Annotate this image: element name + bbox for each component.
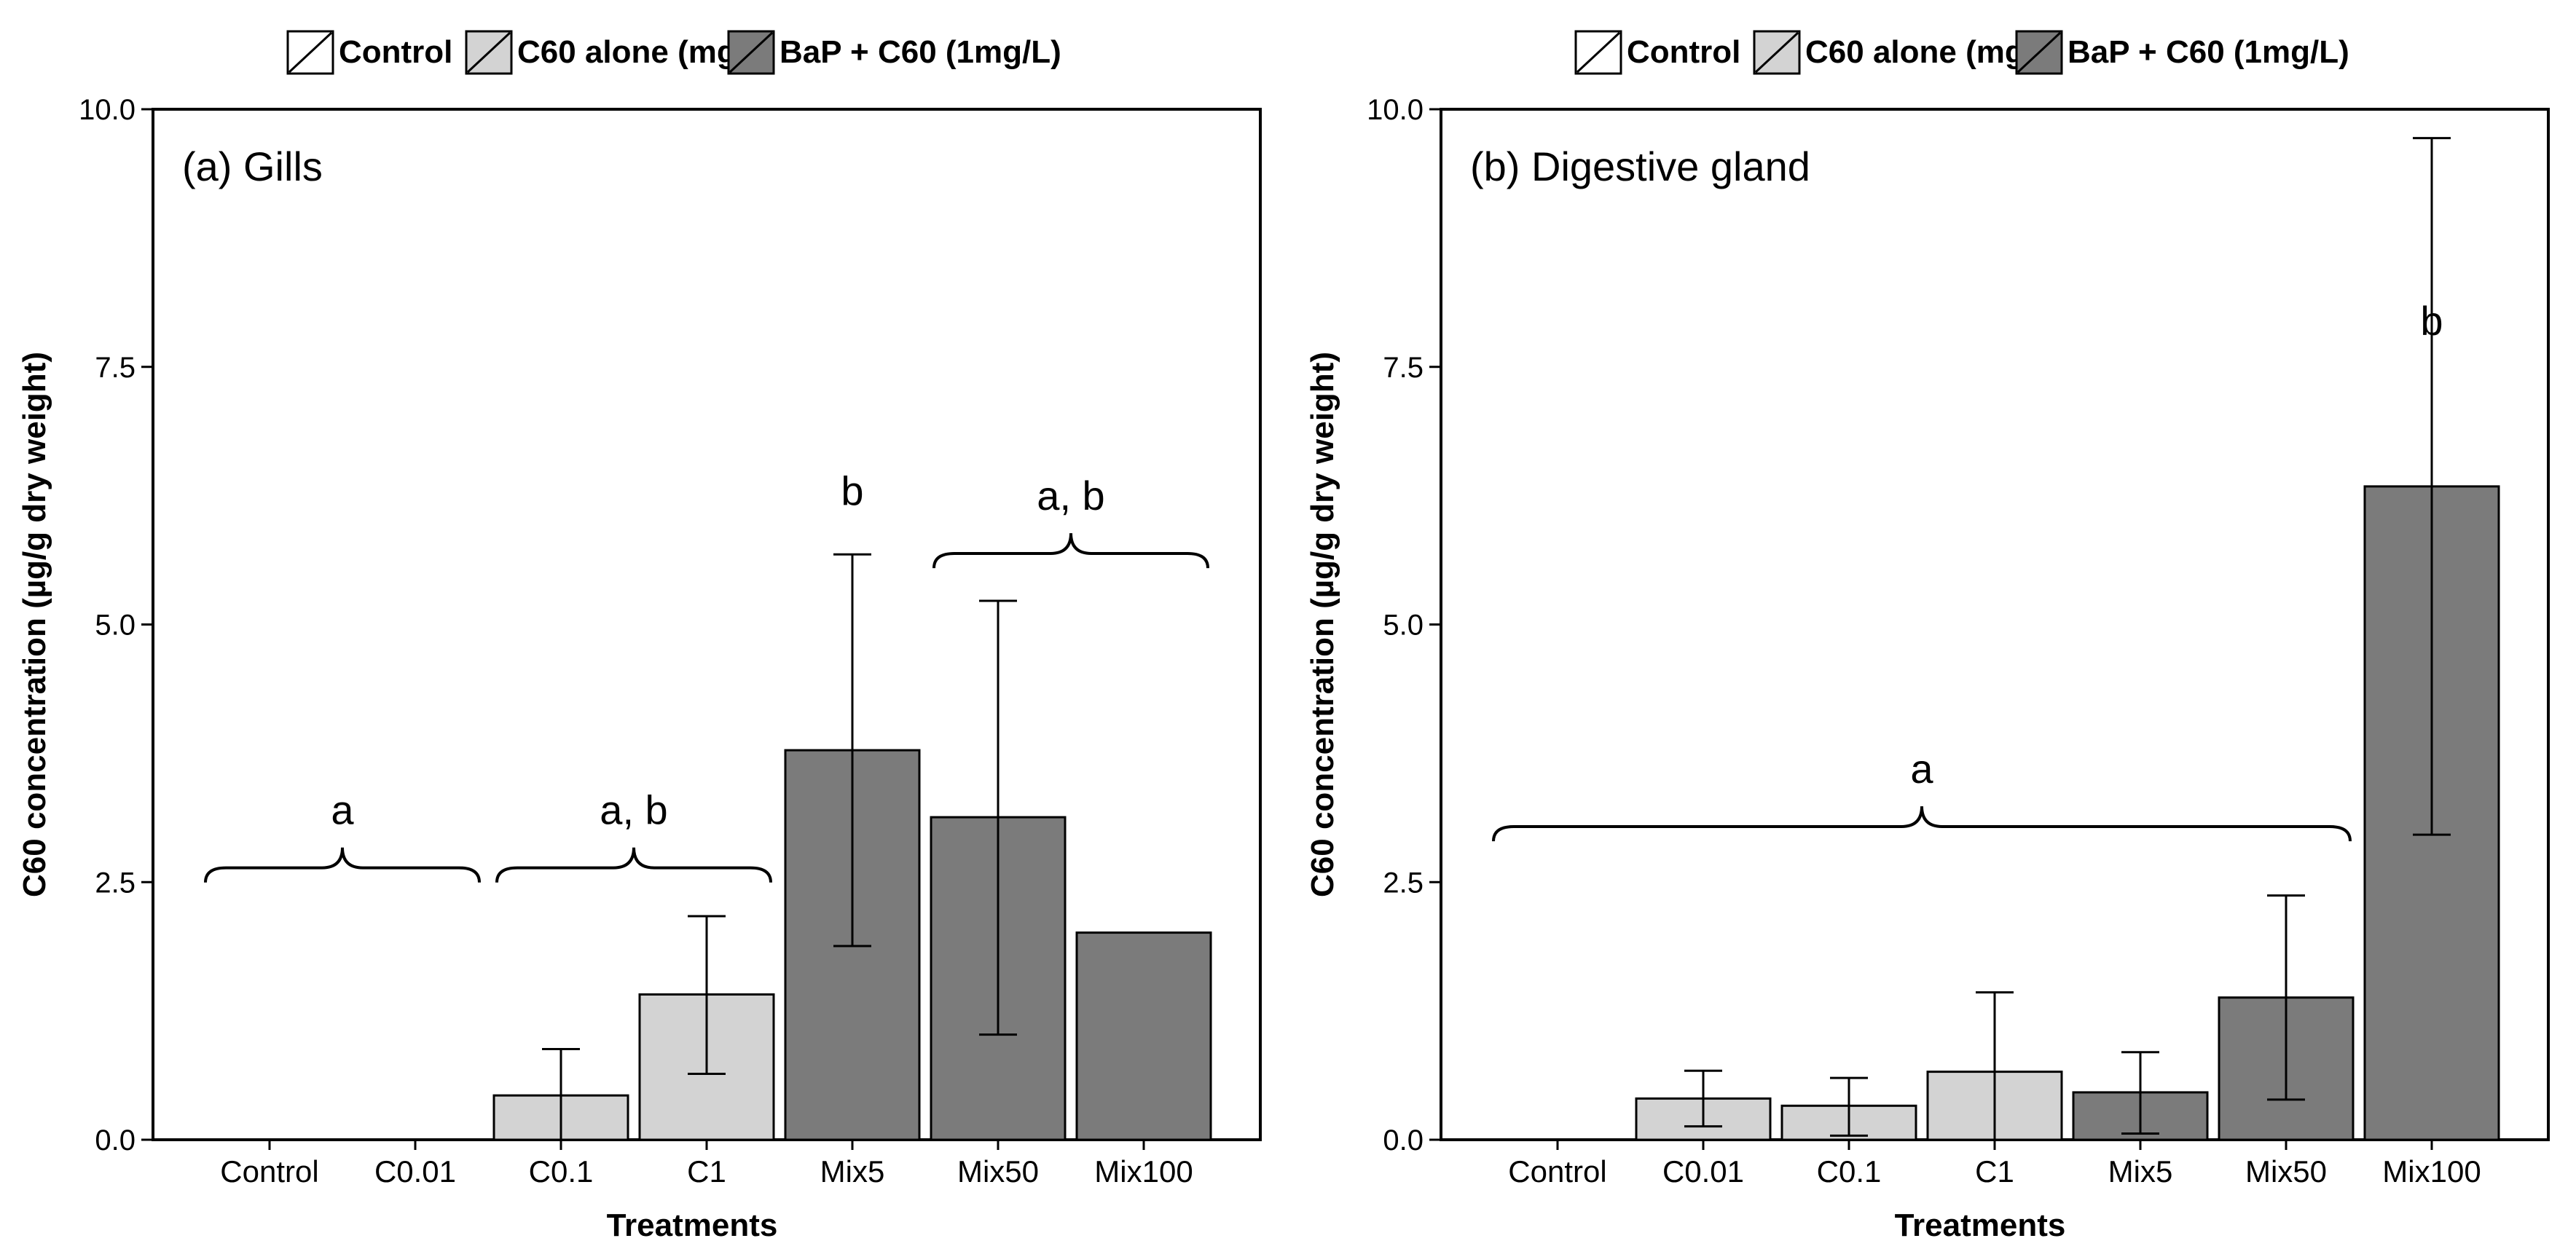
x-tick-label-mix5: Mix5 [820, 1154, 885, 1189]
significance-label: b [2420, 298, 2443, 344]
legend-bap-c60-label: BaP + C60 (1mg/L) [780, 34, 1061, 70]
x-tick-label-mix50: Mix50 [957, 1154, 1039, 1189]
x-tick-label-mix100: Mix100 [1094, 1154, 1193, 1189]
chart-panel-digestive-gland: Control C60 alone (mg/L) BaP + C60 (1mg/L)… [1288, 0, 2576, 1257]
x-tick-label-mix50: Mix50 [2245, 1154, 2327, 1189]
legend-control-label: Control [1627, 34, 1740, 70]
y-tick-label: 7.5 [1383, 352, 1424, 384]
y-tick-label: 10.0 [79, 94, 136, 126]
significance-label: a [1910, 746, 1933, 792]
y-tick-label: 5.0 [95, 610, 136, 642]
legend-bap-c60-swatch-slash [2017, 31, 2062, 74]
panel-label: (b) Digestive gland [1470, 143, 1810, 189]
x-tick-label-control: Control [220, 1154, 318, 1189]
legend-bap-c60-label: BaP + C60 (1mg/L) [2068, 34, 2349, 70]
legend-c60-alone-swatch-slash [1754, 31, 1799, 74]
x-tick-label-mix5: Mix5 [2108, 1154, 2173, 1189]
y-tick-label: 7.5 [95, 352, 136, 384]
bar-mix100 [1075, 931, 1212, 1141]
x-axis-title: Treatments [607, 1207, 778, 1243]
y-tick-label: 0.0 [95, 1124, 136, 1156]
chart-gills-svg: Control C60 alone (mg/L) BaP + C60 (1mg/L)… [17, 30, 1262, 1243]
significance-brace [1492, 806, 2352, 842]
significance-brace [932, 533, 1209, 569]
y-tick-label: 2.5 [95, 867, 136, 899]
significance-label: a, b [1037, 473, 1104, 519]
significance-label: a, b [600, 787, 667, 833]
y-tick-label: 0.0 [1383, 1124, 1424, 1156]
x-tick-label-c0-1: C0.1 [1817, 1154, 1882, 1189]
significance-brace [495, 847, 772, 883]
y-axis-title: C60 concentration (µg/g dry weight) [17, 352, 52, 897]
x-tick-label-control: Control [1508, 1154, 1606, 1189]
significance-label: a [331, 787, 354, 833]
y-axis-title: C60 concentration (µg/g dry weight) [1305, 352, 1340, 897]
x-tick-label-c1: C1 [1975, 1154, 2014, 1189]
legend-bap-c60-swatch-slash [729, 31, 774, 74]
legend-control-swatch-slash [1576, 31, 1621, 74]
x-tick-label-c0-01: C0.01 [1662, 1154, 1744, 1189]
panel-label: (a) Gills [182, 143, 323, 189]
x-tick-label-c1: C1 [687, 1154, 726, 1189]
x-axis-title: Treatments [1895, 1207, 2066, 1243]
significance-brace [204, 847, 481, 883]
x-tick-label-c0-01: C0.01 [374, 1154, 456, 1189]
legend-control-swatch-slash [288, 31, 333, 74]
legend-control-label: Control [339, 34, 452, 70]
x-tick-label-mix100: Mix100 [2382, 1154, 2481, 1189]
chart-digestive-gland-svg: Control C60 alone (mg/L) BaP + C60 (1mg/L)… [1305, 30, 2550, 1243]
significance-label: b [841, 468, 863, 514]
y-tick-label: 5.0 [1383, 610, 1424, 642]
legend-c60-alone-swatch-slash [466, 31, 511, 74]
x-tick-label-c0-1: C0.1 [529, 1154, 594, 1189]
y-tick-label: 2.5 [1383, 867, 1424, 899]
y-tick-label: 10.0 [1367, 94, 1424, 126]
chart-panel-gills: Control C60 alone (mg/L) BaP + C60 (1mg/L)… [17, 30, 1262, 1243]
